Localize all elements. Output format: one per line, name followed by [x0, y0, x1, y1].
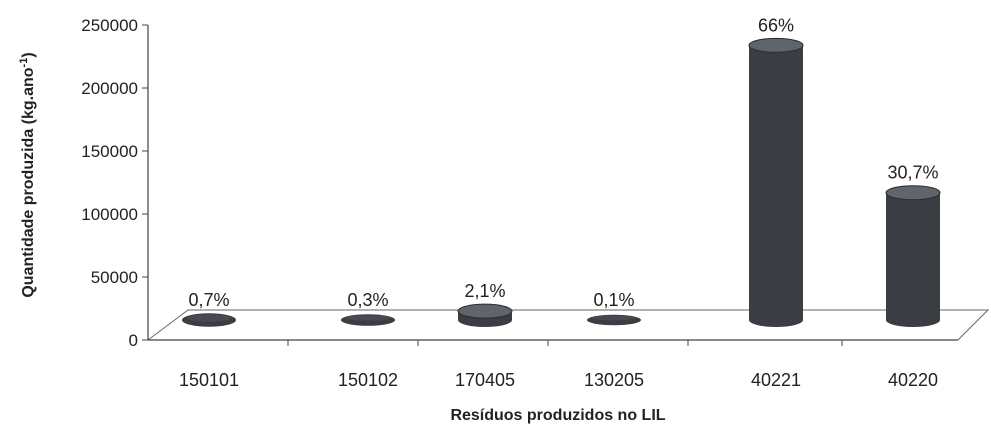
bar-disc-highlight — [346, 315, 390, 321]
data-label: 2,1% — [464, 281, 505, 301]
bars — [182, 37, 941, 327]
y-axis-title-close: ) — [20, 52, 37, 57]
data-label: 0,7% — [188, 290, 229, 310]
bar — [341, 314, 395, 326]
bar-disc-highlight — [592, 315, 636, 321]
y-tick-label: 200000 — [81, 79, 138, 98]
data-label: 66% — [758, 15, 794, 35]
bar-top — [457, 303, 513, 319]
floor-plane — [146, 309, 990, 341]
bar-top — [748, 37, 804, 53]
x-axis-title: Resíduos produzidos no LIL — [450, 407, 665, 424]
axes — [142, 24, 990, 346]
bar-top — [885, 185, 941, 201]
x-tick-label: 150102 — [338, 370, 398, 390]
y-tick-label: 0 — [129, 331, 138, 350]
bar-disc-highlight — [187, 314, 231, 322]
x-tick-labels: 150101 150102 170405 130205 40221 40220 — [179, 370, 938, 390]
y-tick-label: 250000 — [81, 16, 138, 35]
data-label: 0,1% — [593, 290, 634, 310]
data-label: 30,7% — [887, 163, 938, 183]
data-label: 0,3% — [347, 290, 388, 310]
y-axis-title-main: Quantidade produzida (kg.ano — [20, 67, 37, 297]
x-tick-label: 130205 — [584, 370, 644, 390]
y-axis-title: Quantidade produzida (kg.ano-1) — [18, 52, 37, 297]
x-tick-label: 40220 — [888, 370, 938, 390]
x-tick-label: 150101 — [179, 370, 239, 390]
bar-disc — [341, 314, 395, 326]
bar-body — [749, 45, 803, 320]
x-tick-label: 170405 — [455, 370, 515, 390]
bar — [182, 313, 236, 327]
bar-disc — [182, 313, 236, 327]
data-labels: 0,7% 0,3% 2,1% 0,1% 66% 30,7% — [188, 15, 938, 310]
bar-bottom — [886, 313, 940, 327]
x-tick-label: 40221 — [751, 370, 801, 390]
bar — [587, 314, 641, 326]
y-tick-label: 50000 — [91, 268, 138, 287]
bar-bottom — [749, 313, 803, 327]
bar-body — [886, 192, 940, 320]
bar-disc — [587, 314, 641, 326]
y-axis-title-superscript: -1 — [18, 58, 30, 68]
y-tick-label: 100000 — [81, 205, 138, 224]
bar — [457, 303, 513, 327]
y-tick-labels: 0 50000 100000 150000 200000 250000 — [81, 16, 138, 350]
bar — [748, 37, 804, 327]
y-tick-label: 150000 — [81, 142, 138, 161]
bar — [885, 185, 941, 327]
